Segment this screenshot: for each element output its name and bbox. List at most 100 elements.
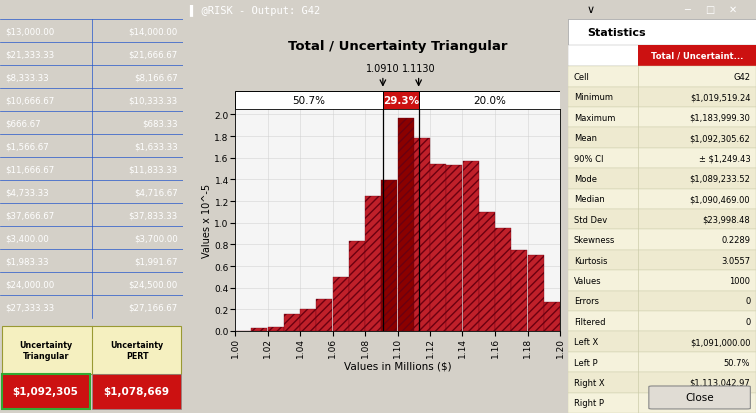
Text: 90% CI: 90% CI bbox=[574, 154, 603, 163]
Text: Filtered: Filtered bbox=[574, 317, 605, 326]
Text: $1,183,999.30: $1,183,999.30 bbox=[689, 114, 751, 123]
Bar bbox=[568, 250, 756, 271]
Text: Uncertainty
Triangular: Uncertainty Triangular bbox=[19, 341, 73, 360]
Bar bbox=[430, 165, 446, 331]
Bar bbox=[2, 327, 181, 374]
Text: $1,019,519.24: $1,019,519.24 bbox=[690, 93, 751, 102]
Text: Right X: Right X bbox=[574, 378, 604, 387]
Text: Close: Close bbox=[685, 392, 714, 403]
Bar bbox=[568, 128, 756, 149]
Text: $8,333.33: $8,333.33 bbox=[5, 73, 49, 82]
Bar bbox=[568, 209, 756, 230]
Bar bbox=[252, 328, 268, 331]
Text: Errors: Errors bbox=[574, 297, 599, 306]
Y-axis label: Values x 10^-5: Values x 10^-5 bbox=[202, 183, 212, 257]
Text: Uncertainty
PERT: Uncertainty PERT bbox=[110, 341, 164, 360]
Text: Skewness: Skewness bbox=[574, 235, 615, 244]
Text: 0: 0 bbox=[745, 317, 751, 326]
Text: $666.67: $666.67 bbox=[5, 119, 41, 128]
Text: Total / Uncertainty Triangular: Total / Uncertainty Triangular bbox=[288, 40, 507, 53]
Text: $4,716.67: $4,716.67 bbox=[134, 188, 178, 197]
Bar bbox=[495, 228, 511, 331]
Bar bbox=[365, 196, 381, 331]
Text: $1,090,469.00: $1,090,469.00 bbox=[689, 195, 751, 204]
Bar bbox=[568, 393, 756, 413]
Text: Total / Uncertaint...: Total / Uncertaint... bbox=[651, 52, 743, 61]
Text: $21,666.67: $21,666.67 bbox=[129, 50, 178, 59]
Text: 0.2289: 0.2289 bbox=[721, 235, 751, 244]
Bar bbox=[568, 352, 756, 372]
Text: □: □ bbox=[705, 5, 714, 15]
Text: 3.0557: 3.0557 bbox=[721, 256, 751, 265]
Text: Left P: Left P bbox=[574, 358, 597, 367]
Bar bbox=[528, 256, 544, 331]
Text: 29.3%: 29.3% bbox=[383, 96, 419, 106]
X-axis label: Values in Millions ($): Values in Millions ($) bbox=[344, 360, 451, 370]
Text: $21,333.33: $21,333.33 bbox=[5, 50, 54, 59]
Text: $10,666.67: $10,666.67 bbox=[5, 96, 54, 105]
Text: $3,400.00: $3,400.00 bbox=[5, 234, 49, 243]
Bar bbox=[479, 212, 494, 331]
Text: ∨: ∨ bbox=[587, 5, 595, 15]
Bar bbox=[447, 166, 462, 331]
Bar bbox=[568, 311, 756, 332]
Bar bbox=[568, 45, 756, 67]
Text: Mode: Mode bbox=[574, 175, 596, 183]
Bar bbox=[382, 181, 397, 331]
Text: Minimum: Minimum bbox=[574, 93, 612, 102]
Text: 80.0%: 80.0% bbox=[723, 398, 751, 407]
Text: Right P: Right P bbox=[574, 398, 603, 407]
Text: Cell: Cell bbox=[574, 73, 590, 82]
Text: 0: 0 bbox=[745, 297, 751, 306]
Text: $37,833.33: $37,833.33 bbox=[129, 211, 178, 220]
Text: $1,983.33: $1,983.33 bbox=[5, 257, 49, 266]
Text: $1,566.67: $1,566.67 bbox=[5, 142, 49, 151]
Text: ± $1,249.43: ± $1,249.43 bbox=[699, 154, 751, 163]
Text: $27,333.33: $27,333.33 bbox=[5, 303, 54, 312]
Text: $23,998.48: $23,998.48 bbox=[702, 215, 751, 224]
Text: $10,333.33: $10,333.33 bbox=[129, 96, 178, 105]
Bar bbox=[300, 310, 316, 331]
Text: $4,733.33: $4,733.33 bbox=[5, 188, 49, 197]
Text: $683.33: $683.33 bbox=[142, 119, 178, 128]
Text: G42: G42 bbox=[733, 73, 751, 82]
Bar bbox=[568, 149, 756, 169]
Bar bbox=[2, 374, 90, 409]
Text: ✕: ✕ bbox=[729, 5, 737, 15]
Text: $1,091,000.00: $1,091,000.00 bbox=[690, 337, 751, 346]
Bar bbox=[568, 291, 756, 311]
Bar bbox=[568, 189, 756, 209]
Text: $1,991.67: $1,991.67 bbox=[134, 257, 178, 266]
Text: $37,666.67: $37,666.67 bbox=[5, 211, 54, 220]
Text: $8,166.67: $8,166.67 bbox=[134, 73, 178, 82]
Bar bbox=[284, 314, 300, 331]
Bar bbox=[235, 92, 383, 110]
Text: $1,078,669: $1,078,669 bbox=[104, 387, 169, 396]
Text: $1,633.33: $1,633.33 bbox=[134, 142, 178, 151]
Bar bbox=[349, 242, 364, 331]
Text: 50.7%: 50.7% bbox=[293, 96, 325, 106]
Text: $3,700.00: $3,700.00 bbox=[134, 234, 178, 243]
Text: $24,500.00: $24,500.00 bbox=[129, 280, 178, 289]
Text: ─: ─ bbox=[684, 5, 690, 15]
Text: $14,000.00: $14,000.00 bbox=[129, 27, 178, 36]
Bar bbox=[568, 20, 756, 45]
Bar bbox=[512, 250, 527, 331]
Text: $1,092,305: $1,092,305 bbox=[12, 387, 78, 396]
Bar bbox=[317, 299, 332, 331]
Bar bbox=[544, 302, 559, 331]
Text: Std Dev: Std Dev bbox=[574, 215, 607, 224]
Text: $1,113,042.97: $1,113,042.97 bbox=[689, 378, 751, 387]
Bar bbox=[419, 92, 560, 110]
Text: Maximum: Maximum bbox=[574, 114, 615, 123]
Text: 1000: 1000 bbox=[730, 276, 751, 285]
Text: 1.0910: 1.0910 bbox=[366, 64, 400, 74]
Text: $11,666.67: $11,666.67 bbox=[5, 165, 54, 174]
Bar bbox=[568, 230, 756, 250]
Text: 50.7%: 50.7% bbox=[723, 358, 751, 367]
FancyBboxPatch shape bbox=[649, 386, 751, 409]
Text: 1.1130: 1.1130 bbox=[401, 64, 435, 74]
Bar bbox=[568, 169, 756, 189]
Text: $11,833.33: $11,833.33 bbox=[129, 165, 178, 174]
Bar bbox=[568, 332, 756, 352]
